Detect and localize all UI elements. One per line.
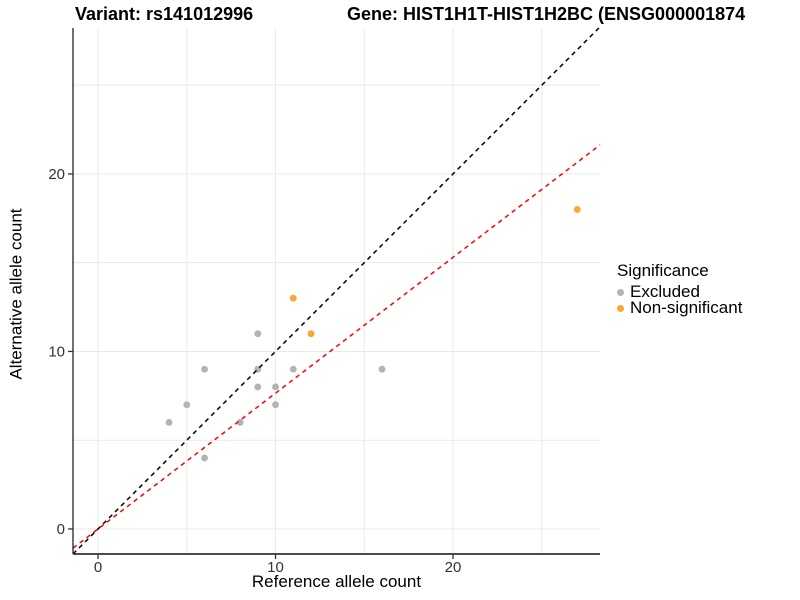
data-point-excluded — [289, 365, 297, 373]
data-point-excluded — [272, 383, 279, 391]
variant-title: Variant: rs141012996 — [75, 4, 254, 24]
legend-dot-non-significant — [617, 304, 624, 312]
legend-label-non-significant: Non-significant — [630, 298, 743, 317]
data-point-non-significant — [307, 330, 315, 338]
legend-item-non-significant: Non-significant — [617, 298, 743, 317]
y-axis-title: Alternative allele count — [6, 208, 26, 380]
legend-label-excluded: Excluded — [630, 282, 700, 301]
data-point-excluded — [165, 419, 173, 426]
data-point-excluded — [254, 330, 262, 338]
y-tick-label-0: 0 — [57, 521, 65, 538]
legend: Significance Excluded Non-significant — [617, 261, 742, 316]
legend-dot-excluded — [617, 288, 624, 296]
x-axis-title: Reference allele count — [251, 572, 422, 591]
y-tick-label-10: 10 — [48, 343, 65, 360]
legend-item-excluded: Excluded — [617, 282, 742, 301]
data-point-non-significant — [289, 294, 297, 302]
data-point-excluded — [272, 401, 279, 409]
gene-title: Gene: HIST1H1T-HIST1H2BC (ENSG000001874 — [347, 4, 746, 24]
identity-line — [72, 27, 600, 555]
data-point-excluded — [378, 365, 386, 373]
x-tick-label-0: 0 — [94, 559, 102, 576]
data-point-excluded — [201, 365, 208, 373]
y-tick-label-20: 20 — [48, 166, 65, 183]
data-point-excluded — [254, 383, 262, 391]
x-tick-label-10: 10 — [267, 559, 284, 576]
legend-title: Significance — [617, 261, 709, 280]
data-point-excluded — [236, 419, 244, 426]
fit-line — [72, 144, 601, 549]
data-point-excluded — [183, 401, 191, 409]
data-point-non-significant — [573, 206, 581, 213]
x-tick-label-20: 20 — [445, 559, 462, 576]
data-point-excluded — [201, 454, 208, 462]
